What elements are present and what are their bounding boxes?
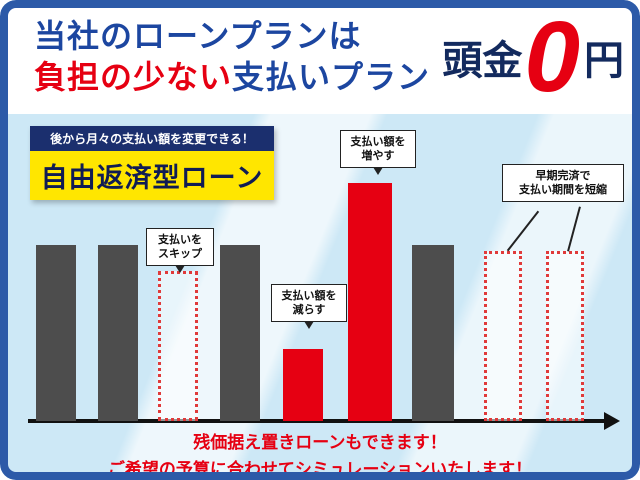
callout-pointer-line — [506, 210, 540, 252]
payment-bar-3 — [158, 271, 198, 421]
headline-line1: 当社のローンプランは — [34, 18, 362, 54]
callout-reduce-payment: 支払い額を 減らす — [271, 284, 347, 329]
footer-message: 残価据え置きローンもできます！ ご希望の予算に合わせてシミュレーションいたします… — [0, 428, 640, 480]
headline-line2-blue: 支払いプラン — [232, 58, 431, 95]
callout-pointer-line — [567, 206, 581, 252]
headline-line2: 負担の少ない支払いプラン — [34, 57, 430, 98]
payment-bar-2 — [98, 245, 138, 421]
plan-box: 後から月々の支払い額を変更できる！ 自由返済型ローン — [30, 126, 274, 200]
callout-early-payoff: 早期完済で 支払い期間を短縮 — [502, 164, 624, 202]
callout-increase-payment: 支払い額を 増やす — [340, 130, 416, 175]
payment-bar-8 — [484, 251, 522, 421]
payment-bar-6 — [348, 183, 392, 421]
payment-bar-5 — [283, 349, 323, 421]
footer-line2: ご希望の予算に合わせてシミュレーションいたします！ — [107, 460, 533, 479]
payment-bar-1 — [36, 245, 76, 421]
header-band — [0, 0, 640, 114]
downpayment-amount: 0 — [524, 1, 580, 113]
plan-subtitle: 後から月々の支払い額を変更できる！ — [30, 126, 274, 151]
downpayment-label: 頭金 — [442, 39, 523, 83]
downpayment-unit: 円 — [584, 39, 624, 83]
timeline-axis — [28, 419, 606, 423]
plan-title: 自由返済型ローン — [30, 151, 274, 200]
headline-line2-red: 負担の少ない — [34, 58, 233, 95]
payment-bar-4 — [220, 245, 260, 421]
downpayment-badge: 頭金 0 円 — [442, 4, 624, 110]
payment-bar-9 — [546, 251, 584, 421]
footer-line1: 残価据え置きローンもできます！ — [193, 433, 447, 452]
headline: 当社のローンプランは 負担の少ない支払いプラン — [34, 16, 430, 98]
callout-skip-payment: 支払いを スキップ — [146, 228, 214, 273]
payment-bar-7 — [412, 245, 454, 421]
timeline-axis-arrowhead — [604, 412, 620, 430]
